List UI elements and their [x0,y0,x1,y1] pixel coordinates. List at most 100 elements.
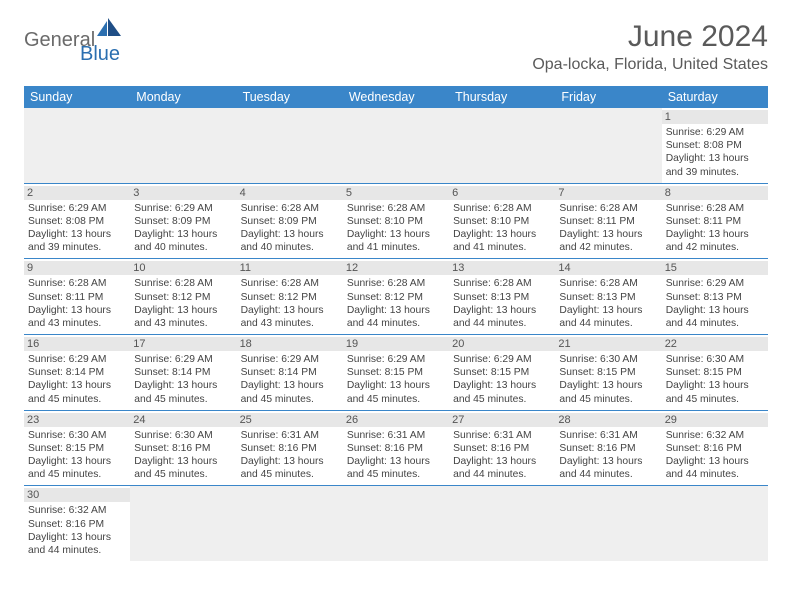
day-number: 26 [343,413,449,427]
day-details: Sunrise: 6:28 AMSunset: 8:11 PMDaylight:… [559,202,657,255]
calendar-header-row: Sunday Monday Tuesday Wednesday Thursday… [24,86,768,108]
page: GeneralBlue June 2024 Opa-locka, Florida… [0,0,792,581]
calendar-cell: 29 Sunrise: 6:32 AMSunset: 8:16 PMDayligh… [662,411,768,486]
day-daylight1: Daylight: 13 hours [453,304,551,317]
calendar-cell [130,108,236,183]
calendar-cell: 10Sunrise: 6:28 AMSunset: 8:12 PMDayligh… [130,259,236,334]
day-details: Sunrise: 6:30 AMSunset: 8:15 PMDaylight:… [559,353,657,406]
day-sunset: Sunset: 8:16 PM [134,442,232,455]
day-daylight1: Daylight: 13 hours [347,228,445,241]
day-sunrise: Sunrise: 6:31 AM [241,429,339,442]
calendar-cell: 6Sunrise: 6:28 AMSunset: 8:10 PMDaylight… [449,184,555,259]
calendar-cell: 30Sunrise: 6:32 AMSunset: 8:16 PMDayligh… [24,486,130,561]
day-daylight2: and 42 minutes. [559,241,657,254]
calendar-cell: 18Sunrise: 6:29 AMSunset: 8:14 PMDayligh… [237,335,343,410]
day-daylight1: Daylight: 13 hours [453,379,551,392]
day-details: Sunrise: 6:29 AMSunset: 8:15 PMDaylight:… [453,353,551,406]
day-daylight1: Daylight: 13 hours [559,228,657,241]
day-details: Sunrise: 6:31 AMSunset: 8:16 PMDaylight:… [453,429,551,482]
day-sunset: Sunset: 8:16 PM [28,518,126,531]
day-daylight2: and 43 minutes. [134,317,232,330]
day-details: Sunrise: 6:29 AMSunset: 8:14 PMDaylight:… [241,353,339,406]
calendar-cell: 17Sunrise: 6:29 AMSunset: 8:14 PMDayligh… [130,335,236,410]
day-number: 22 [662,337,768,351]
day-daylight1: Daylight: 13 hours [28,304,126,317]
day-sunrise: Sunrise: 6:28 AM [453,202,551,215]
day-sunrise: Sunrise: 6:29 AM [241,353,339,366]
day-sunrise: Sunrise: 6:29 AM [134,202,232,215]
day-details: Sunrise: 6:29 AMSunset: 8:08 PMDaylight:… [666,126,764,179]
calendar-cell [449,108,555,183]
day-daylight2: and 45 minutes. [28,393,126,406]
calendar-cell [662,486,768,561]
day-daylight2: and 44 minutes. [453,468,551,481]
day-details: Sunrise: 6:32 AMSunset: 8:16 PMDaylight:… [666,429,764,482]
day-number: 9 [24,261,130,275]
day-number: 13 [449,261,555,275]
calendar-cell: 24Sunrise: 6:30 AMSunset: 8:16 PMDayligh… [130,411,236,486]
day-number: 28 [555,413,661,427]
day-sunrise: Sunrise: 6:31 AM [453,429,551,442]
day-sunrise: Sunrise: 6:31 AM [559,429,657,442]
calendar-cell: 4Sunrise: 6:28 AMSunset: 8:09 PMDaylight… [237,184,343,259]
day-daylight2: and 44 minutes. [666,317,764,330]
day-daylight1: Daylight: 13 hours [666,228,764,241]
day-details: Sunrise: 6:31 AMSunset: 8:16 PMDaylight:… [559,429,657,482]
day-sunset: Sunset: 8:16 PM [347,442,445,455]
day-daylight2: and 43 minutes. [28,317,126,330]
day-daylight2: and 44 minutes. [559,468,657,481]
day-number: 5 [343,186,449,200]
calendar-cell: 12Sunrise: 6:28 AMSunset: 8:12 PMDayligh… [343,259,449,334]
day-sunrise: Sunrise: 6:29 AM [666,277,764,290]
day-sunset: Sunset: 8:09 PM [134,215,232,228]
day-daylight2: and 45 minutes. [559,393,657,406]
day-sunset: Sunset: 8:09 PM [241,215,339,228]
calendar-cell [24,108,130,183]
calendar-cell: 7Sunrise: 6:28 AMSunset: 8:11 PMDaylight… [555,184,661,259]
day-number: 12 [343,261,449,275]
day-daylight2: and 42 minutes. [666,241,764,254]
day-sunset: Sunset: 8:14 PM [241,366,339,379]
day-sunset: Sunset: 8:13 PM [666,291,764,304]
day-daylight2: and 43 minutes. [241,317,339,330]
day-daylight1: Daylight: 13 hours [134,304,232,317]
day-daylight1: Daylight: 13 hours [666,152,764,165]
calendar-cell: 21 Sunrise: 6:30 AMSunset: 8:15 PMDayligh… [555,335,661,410]
day-daylight2: and 40 minutes. [134,241,232,254]
day-sunrise: Sunrise: 6:29 AM [134,353,232,366]
calendar-cell: 25Sunrise: 6:31 AMSunset: 8:16 PMDayligh… [237,411,343,486]
day-daylight1: Daylight: 13 hours [134,228,232,241]
day-daylight2: and 45 minutes. [134,393,232,406]
day-daylight2: and 44 minutes. [559,317,657,330]
logo-sail-icon [97,18,123,40]
empty-band [130,110,236,124]
day-details: Sunrise: 6:28 AMSunset: 8:10 PMDaylight:… [453,202,551,255]
day-sunset: Sunset: 8:16 PM [559,442,657,455]
day-sunrise: Sunrise: 6:29 AM [28,202,126,215]
day-daylight1: Daylight: 13 hours [347,455,445,468]
day-daylight2: and 41 minutes. [347,241,445,254]
calendar-row: 1Sunrise: 6:29 AMSunset: 8:08 PMDaylight… [24,108,768,184]
day-sunset: Sunset: 8:08 PM [666,139,764,152]
logo: GeneralBlue [24,20,123,70]
empty-band [449,488,555,502]
day-daylight2: and 45 minutes. [28,468,126,481]
day-daylight1: Daylight: 13 hours [666,379,764,392]
day-sunset: Sunset: 8:14 PM [134,366,232,379]
day-header-wed: Wednesday [343,86,449,108]
day-sunset: Sunset: 8:11 PM [28,291,126,304]
day-number: 11 [237,261,343,275]
day-details: Sunrise: 6:29 AMSunset: 8:13 PMDaylight:… [666,277,764,330]
day-details: Sunrise: 6:30 AMSunset: 8:15 PMDaylight:… [666,353,764,406]
day-daylight2: and 40 minutes. [241,241,339,254]
day-sunrise: Sunrise: 6:28 AM [347,202,445,215]
calendar-cell: 8Sunrise: 6:28 AMSunset: 8:11 PMDaylight… [662,184,768,259]
day-details: Sunrise: 6:29 AMSunset: 8:08 PMDaylight:… [28,202,126,255]
day-details: Sunrise: 6:28 AMSunset: 8:13 PMDaylight:… [453,277,551,330]
calendar-body: 1Sunrise: 6:29 AMSunset: 8:08 PMDaylight… [24,108,768,561]
day-sunrise: Sunrise: 6:32 AM [28,504,126,517]
day-details: Sunrise: 6:28 AMSunset: 8:13 PMDaylight:… [559,277,657,330]
day-number: 21 [555,337,661,351]
day-number: 29 [662,413,768,427]
day-sunrise: Sunrise: 6:29 AM [453,353,551,366]
